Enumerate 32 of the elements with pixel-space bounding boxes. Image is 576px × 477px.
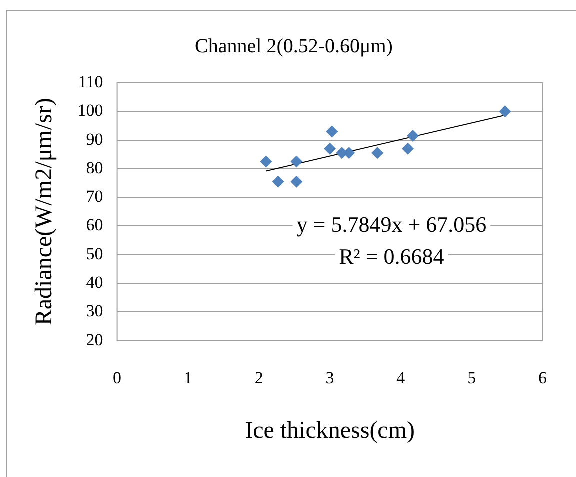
point: [272, 176, 284, 188]
y-tick-label: 70: [86, 187, 104, 206]
point: [290, 176, 303, 188]
point: [499, 106, 512, 118]
y-tick-label: 20: [86, 330, 104, 350]
x-tick-label: 0: [113, 368, 122, 388]
x-tick-label: 6: [538, 368, 547, 388]
y-tick-label: 30: [86, 302, 104, 321]
y-tick-label: 90: [86, 130, 104, 149]
annotation: R² = 0.6684: [339, 244, 444, 270]
point: [372, 147, 384, 160]
y-axis-title: Radiance(W/m2/μm/sr): [32, 98, 58, 326]
point: [402, 142, 414, 155]
annotation: y = 5.7849x + 67.056: [296, 212, 487, 238]
y-tick-label: 80: [86, 158, 104, 178]
x-axis-title: Ice thickness(cm): [245, 418, 415, 444]
point: [406, 130, 419, 142]
point: [260, 156, 272, 168]
y-tick-label: 40: [86, 272, 104, 292]
x-tick-label: 4: [396, 368, 406, 388]
y-tick-label: 60: [86, 216, 104, 235]
chart-title: Channel 2(0.52-0.60μm): [195, 35, 393, 58]
y-tick-label: 100: [78, 101, 104, 120]
x-tick-label: 5: [468, 368, 476, 388]
point: [324, 142, 336, 155]
point: [290, 156, 303, 168]
point: [326, 126, 338, 138]
y-tick-label: 50: [86, 244, 104, 264]
x-tick-label: 1: [184, 368, 192, 388]
y-tick-label: 110: [78, 72, 104, 92]
x-tick-label: 3: [326, 368, 334, 388]
x-tick-label: 2: [254, 368, 264, 388]
